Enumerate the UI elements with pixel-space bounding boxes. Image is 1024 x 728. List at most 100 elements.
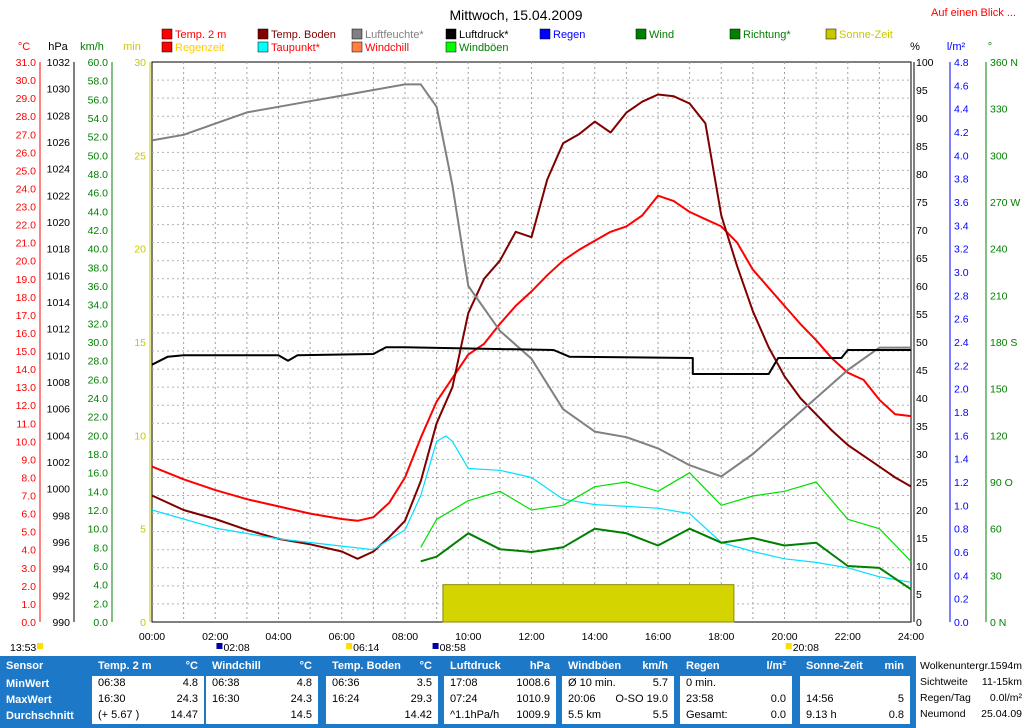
wind-tick-label: 50.0 xyxy=(88,150,109,162)
press-tick-label: 1032 xyxy=(47,57,71,69)
hum-tick-label: 0 xyxy=(916,617,922,629)
regen-time: 0 min. xyxy=(686,677,716,689)
sonne-time: 14:56 xyxy=(806,693,834,705)
rain-tick-label: 4.4 xyxy=(954,104,969,116)
hum-tick-label: 100 xyxy=(916,57,934,69)
time-tick-label: 10:00 xyxy=(455,631,481,643)
sonne-unit: min xyxy=(884,660,904,672)
druck-row: 17:08 1008.6 xyxy=(444,676,556,692)
temp-tick-label: 10.0 xyxy=(16,436,37,448)
temp-time: 16:30 xyxy=(98,693,126,705)
sonne-column: Sonne-Zeit min 14:56 5 9.13 h 0.8 xyxy=(800,656,910,728)
temp-tick-label: 8.0 xyxy=(21,472,36,484)
extra-value: 25.04.09 xyxy=(981,708,1022,720)
hum-tick-label: 80 xyxy=(916,169,928,181)
extra-row: Regen/Tag 0.0l/m² xyxy=(916,692,1024,708)
sonne-row: 9.13 h 0.8 xyxy=(800,708,910,724)
temp-row: 16:30 24.3 xyxy=(92,692,204,708)
rain-tick-label: 3.8 xyxy=(954,174,969,186)
druck-value: 1008.6 xyxy=(516,677,550,689)
druck-column: Luftdruck hPa 17:08 1008.6 07:24 1010.9 ^1.1hP… xyxy=(444,656,556,728)
boden-row: 16:24 29.3 xyxy=(326,692,438,708)
temp-tick-label: 0.0 xyxy=(21,617,36,629)
boden-column: Temp. Boden °C 06:36 3.5 16:24 29.3 14.42 xyxy=(326,656,438,728)
temp-tick-label: 24.0 xyxy=(16,183,37,195)
temp-value: 14.47 xyxy=(170,709,198,721)
weather-chart: 31.0 30.0 29.0 28.0 27.0 26.0 25.0 24.0 23.0 22.0… xyxy=(10,7,1020,654)
temp-tick-label: 15.0 xyxy=(16,346,37,358)
regen-time: Gesamt: xyxy=(686,709,728,721)
extra-value: 0.0l/m² xyxy=(989,692,1022,704)
wind-tick-label: 60.0 xyxy=(88,57,109,69)
sonne-row xyxy=(800,676,910,692)
press-tick-label: 1018 xyxy=(47,244,71,256)
boeen-value: O-SO 19.0 xyxy=(615,693,668,705)
boeen-column: Windböen km/h Ø 10 min. 5.7 20:06 O-SO 19.0 5.… xyxy=(562,656,674,728)
wind-tick-label: 20.0 xyxy=(88,430,109,442)
temp-time: (+ 5.67 ) xyxy=(98,709,140,721)
legend-label: Taupunkt* xyxy=(271,42,321,54)
dir-tick-label: 90 O xyxy=(990,477,1013,489)
legend-swatch xyxy=(257,28,269,40)
sunset-time-label: 20:08 xyxy=(793,642,819,654)
extra-info-panel: Wolkenuntergr. 1594m Sichtweite 11-15km Rege… xyxy=(916,656,1024,728)
legend-label: Sonne-Zeit xyxy=(839,29,893,41)
sonne-head: Sonne-Zeit xyxy=(806,660,863,672)
time-tick-label: 22:00 xyxy=(835,631,861,643)
rain-tick-label: 1.8 xyxy=(954,407,969,419)
sun-duration-bar xyxy=(442,584,735,623)
temp-column: Temp. 2 m °C 06:38 4.8 16:30 24.3 (+ 5.67 ) 14.… xyxy=(92,656,204,728)
row-avg-label: Durchschnitt xyxy=(6,710,74,722)
press-tick-label: 1012 xyxy=(47,324,71,336)
boeen-row: Ø 10 min. 5.7 xyxy=(562,676,674,692)
wind-tick-label: 34.0 xyxy=(88,300,109,312)
temp-tick-label: 20.0 xyxy=(16,256,37,268)
press-tick-label: 1028 xyxy=(47,110,71,122)
row-min-label: MinWert xyxy=(6,678,50,690)
druck-row: ^1.1hPa/h 1009.9 xyxy=(444,708,556,724)
legend-swatch xyxy=(257,41,269,53)
boden-head: Temp. Boden xyxy=(332,660,401,672)
hum-tick-label: 10 xyxy=(916,561,928,573)
press-tick-label: 1010 xyxy=(47,350,71,362)
temp-tick-label: 1.0 xyxy=(21,599,36,611)
hum-tick-label: 50 xyxy=(916,337,928,349)
rain-tick-label: 0.0 xyxy=(954,617,969,629)
moonset-marker xyxy=(216,643,223,649)
windchill-time: 16:30 xyxy=(212,693,240,705)
now-marker xyxy=(37,643,43,649)
windchill-row: 06:38 4.8 xyxy=(206,676,318,692)
temp-tick-label: 28.0 xyxy=(16,111,37,123)
time-tick-label: 18:00 xyxy=(708,631,734,643)
legend-swatch xyxy=(539,28,551,40)
wind-tick-label: 22.0 xyxy=(88,412,109,424)
boden-time: 16:24 xyxy=(332,693,360,705)
rain-tick-label: 2.8 xyxy=(954,290,969,302)
legend-label: Temp. 2 m xyxy=(175,29,226,41)
series-line xyxy=(151,194,912,522)
druck-value: 1010.9 xyxy=(516,693,550,705)
sunrise-time-label: 06:14 xyxy=(353,642,379,654)
time-tick-label: 24:00 xyxy=(898,631,924,643)
time-tick-label: 20:00 xyxy=(771,631,797,643)
temp-value: 24.3 xyxy=(176,693,198,705)
rain-tick-label: 0.2 xyxy=(954,594,969,606)
hum-tick-label: 75 xyxy=(916,197,928,209)
temp-tick-label: 13.0 xyxy=(16,382,37,394)
temp-tick-label: 17.0 xyxy=(16,310,37,322)
legend-label: Windchill xyxy=(365,42,409,54)
temp-tick-label: 14.0 xyxy=(16,364,37,376)
series-line xyxy=(151,346,911,375)
boden-value: 3.5 xyxy=(416,677,432,689)
rain-tick-label: 3.4 xyxy=(954,220,969,232)
boeen-row: 5.5 km 5.5 xyxy=(562,708,674,724)
temp-tick-label: 3.0 xyxy=(21,563,36,575)
sun-tick-label: 10 xyxy=(134,430,146,442)
temp-tick-label: 7.0 xyxy=(21,491,36,503)
overview-link[interactable]: Auf einen Blick ... xyxy=(931,7,1016,19)
wind-tick-label: 36.0 xyxy=(88,281,109,293)
legend-label: Regen xyxy=(553,29,585,41)
moonset-time-label: 02:08 xyxy=(223,642,249,654)
moonrise-marker xyxy=(432,643,439,649)
wind-tick-label: 8.0 xyxy=(93,542,108,554)
